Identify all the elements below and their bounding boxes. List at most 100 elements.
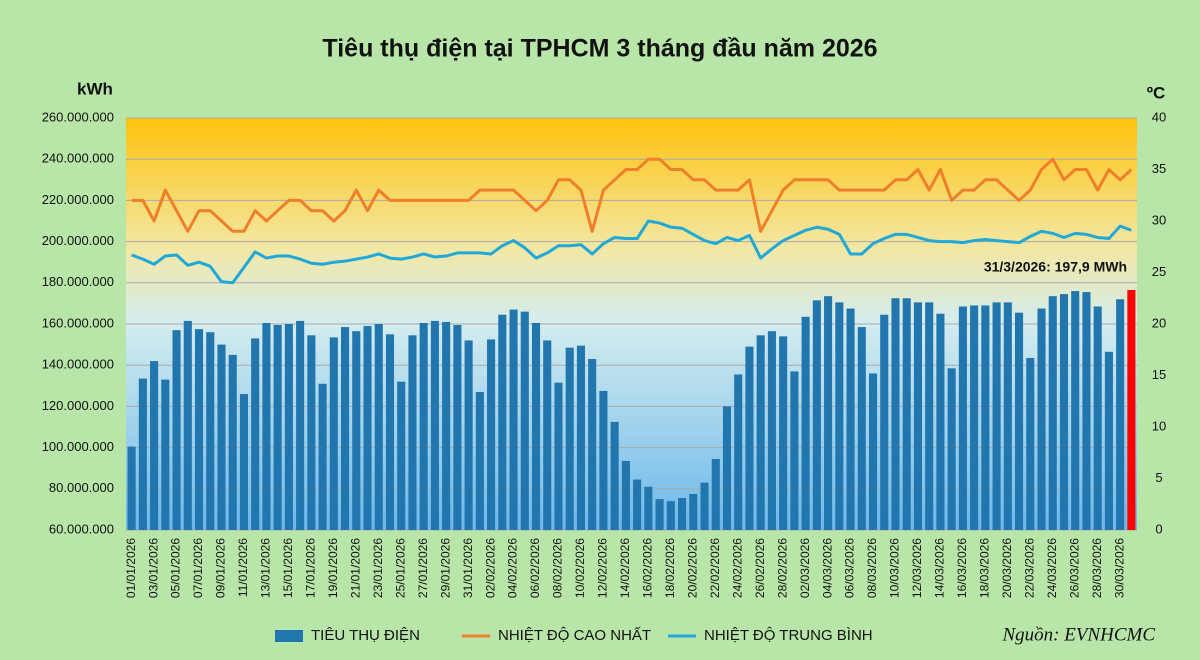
x-tick-label: 11/01/2026 [236,538,250,597]
x-tick-label: 13/01/2026 [259,538,273,598]
bar [543,340,552,530]
x-tick-label: 24/03/2026 [1045,538,1059,598]
bar [891,298,900,530]
y-tick-label: 240.000.000 [42,151,114,166]
bar [307,335,316,530]
bar [408,335,417,530]
x-tick-label: 19/01/2026 [326,538,340,598]
x-tick-label: 18/03/2026 [978,538,992,598]
y2-axis-label: ºC [1147,83,1166,102]
x-tick-label: 05/01/2026 [169,538,183,598]
bar [206,332,215,530]
bar [655,499,664,530]
bar [722,406,732,530]
x-tick-label: 17/01/2026 [304,538,318,598]
y2-tick-label: 20 [1152,315,1166,330]
x-tick-label: 02/03/2026 [798,538,812,598]
bar [644,486,653,530]
x-tick-label: 14/02/2026 [618,538,632,598]
legend-label: TIÊU THỤ ĐIỆN [311,627,420,644]
bar [992,302,1001,530]
line [131,219,1132,285]
bar [329,337,338,530]
bar [475,391,484,530]
bar [150,361,159,530]
y-tick-label: 60.000.000 [49,521,114,536]
x-tick-label: 22/02/2026 [708,538,722,598]
y2-tick-label: 35 [1152,161,1166,176]
y2-tick-label: 40 [1152,109,1166,124]
annotation: 31/3/2026: 197,9 MWh [984,259,1127,275]
y2-tick-label: 25 [1152,264,1166,279]
bar [958,306,967,530]
x-tick-label: 07/01/2026 [191,538,205,598]
bar [1059,294,1069,530]
bar [588,359,597,530]
x-tick-label: 26/02/2026 [753,538,767,598]
x-tick-label: 15/01/2026 [281,538,295,598]
bar [767,331,776,530]
bar [734,374,743,530]
bar [217,344,226,530]
x-tick-label: 04/02/2026 [506,538,520,598]
y2-tick-label: 0 [1155,521,1162,536]
bar [352,331,361,530]
bar [374,324,383,530]
bar [127,446,136,530]
bar [318,383,327,530]
bar [902,298,911,530]
bar [1082,292,1091,530]
x-tick-label: 06/03/2026 [843,538,857,598]
bar [161,379,170,530]
bar [419,322,428,530]
y-tick-label: 200.000.000 [42,233,114,248]
bar [1037,308,1046,530]
bar [599,390,608,530]
x-tick-label: 14/03/2026 [933,538,947,598]
bar [981,305,990,530]
x-tick-label: 01/01/2026 [124,538,138,598]
x-tick-label: 16/03/2026 [955,538,969,598]
x-tick-label: 28/02/2026 [775,538,789,598]
bar [194,329,204,530]
legend-label: NHIỆT ĐỘ CAO NHẤT [498,627,651,644]
x-tick-label: 23/01/2026 [371,538,385,598]
bar [1015,312,1024,530]
y-tick-label: 100.000.000 [42,439,114,454]
bar [1003,302,1012,530]
x-tick-label: 12/03/2026 [910,538,924,598]
bar [610,421,619,530]
y-tick-label: 80.000.000 [49,480,114,495]
x-tick-label: 12/02/2026 [596,538,610,598]
y2-tick-label: 10 [1152,418,1166,433]
bar [442,321,451,530]
bar [689,493,698,530]
x-tick-label: 20/03/2026 [1000,538,1014,598]
bar [576,345,585,530]
bar [913,302,922,530]
x-tick-label: 08/02/2026 [551,538,565,598]
chart-title: Tiêu thụ điện tại TPHCM 3 tháng đầu năm … [322,35,877,63]
bar [857,327,866,530]
x-tick-label: 21/01/2026 [348,538,362,598]
bar [936,313,945,530]
x-tick-label: 27/01/2026 [416,538,430,598]
bar [341,327,350,530]
y-tick-label: 260.000.000 [42,109,114,124]
bar [678,498,687,530]
bar [262,322,271,530]
bar [745,346,754,530]
bar [531,322,541,530]
x-tick-label: 18/02/2026 [663,538,677,598]
bar [1116,299,1125,530]
bar [1071,291,1080,530]
bar [554,382,563,530]
bar [172,330,181,530]
bar [509,309,518,530]
bar [846,308,855,530]
x-tick-label: 29/01/2026 [438,538,452,598]
bar [397,381,406,530]
bar [385,334,395,530]
bar [779,336,788,530]
